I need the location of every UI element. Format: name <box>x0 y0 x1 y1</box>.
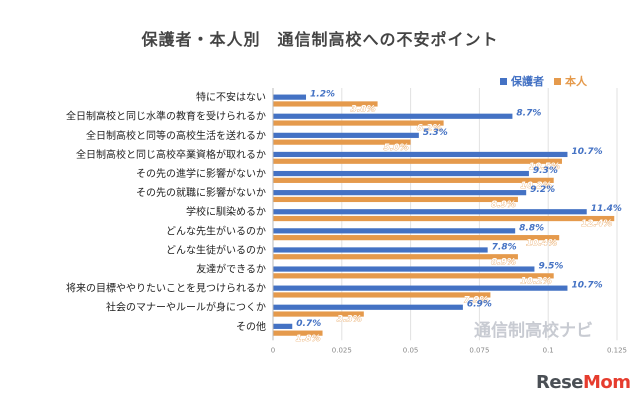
data-label-student: 5.0% <box>384 143 409 153</box>
data-label-guardian: 7.8% <box>492 242 517 252</box>
data-label-student: 3.3% <box>337 315 362 325</box>
data-label-guardian: 9.3% <box>533 166 558 176</box>
data-label-guardian: 5.3% <box>423 128 448 138</box>
data-label-guardian: 1.2% <box>310 90 335 100</box>
legend-swatch-student <box>554 78 561 85</box>
category-label: 全日制高校と同じ高校卒業資格が取れるか <box>76 148 266 161</box>
bar-student <box>273 330 323 336</box>
category-label: 社会のマナーやルールが身につくか <box>106 301 266 314</box>
data-label-guardian: 9.5% <box>538 261 563 271</box>
bar-guardian <box>273 228 516 234</box>
category-label: その先の進学に影響がないか <box>136 167 266 180</box>
bar-guardian <box>273 247 488 253</box>
data-label-guardian: 11.4% <box>591 204 622 214</box>
resemom-logo: ReseMom <box>536 372 631 393</box>
data-label-guardian: 6.9% <box>467 300 492 310</box>
bar-student <box>273 254 518 260</box>
data-label-student: 1.8% <box>296 334 321 344</box>
category-label: どんな先生がいるのか <box>166 224 266 237</box>
x-tick-label: 0.025 <box>332 346 352 354</box>
bar-student <box>273 273 554 279</box>
category-label: 将来の目標ややりたいことを見つけられるか <box>66 282 266 295</box>
category-label: その他 <box>236 320 266 333</box>
data-label-student: 10.5% <box>529 162 560 172</box>
legend-swatch-guardian <box>500 78 507 85</box>
data-label-guardian: 8.8% <box>519 223 544 233</box>
data-label-guardian: 9.2% <box>530 185 555 195</box>
bar-student <box>273 215 615 222</box>
bar-guardian <box>273 266 535 272</box>
logo-part-rese: Rese <box>536 372 584 393</box>
bar-guardian <box>273 304 463 310</box>
x-tick-label: 0 <box>271 346 275 354</box>
category-label: その先の就職に影響がないか <box>136 186 266 199</box>
bar-student <box>273 158 562 164</box>
data-label-guardian: 10.7% <box>571 147 602 157</box>
x-tick-label: 0.125 <box>607 346 627 354</box>
bar-student <box>273 235 560 241</box>
data-label-guardian: 8.7% <box>516 109 541 119</box>
data-label-student: 6.2% <box>417 124 442 134</box>
bar-guardian <box>273 190 527 196</box>
bar-student <box>273 120 444 126</box>
bar-guardian <box>273 285 568 291</box>
bar-student <box>273 177 554 183</box>
data-label-student: 12.4% <box>581 219 612 229</box>
bar-guardian <box>273 170 529 177</box>
logo-part-mom: Mom <box>583 372 631 393</box>
data-label-student: 7.9% <box>463 296 488 306</box>
bar-student <box>273 101 378 107</box>
bar-student <box>273 292 491 298</box>
x-tick-label: 0.075 <box>469 346 489 354</box>
chart-title: 保護者・本人別 通信制高校への不安ポイント <box>141 30 499 49</box>
bar-guardian <box>273 94 307 100</box>
data-label-student: 3.8% <box>351 105 376 115</box>
category-label: どんな生徒がいるのか <box>166 243 266 256</box>
category-label: 全日制高校と同じ水準の教育を受けられるか <box>66 110 266 123</box>
category-label: 全日制高校と同等の高校生活を送れるか <box>86 129 266 142</box>
bar-guardian <box>273 151 568 158</box>
data-label-student: 10.2% <box>520 276 551 286</box>
bar-guardian <box>273 323 293 329</box>
data-label-guardian: 0.7% <box>296 319 321 329</box>
bar-student <box>273 311 364 317</box>
data-label-student: 10.4% <box>526 238 557 248</box>
data-label-guardian: 10.7% <box>571 281 602 291</box>
data-label-student: 8.9% <box>491 257 516 267</box>
x-tick-label: 0.05 <box>403 346 419 354</box>
data-label-student: 10.2% <box>520 181 551 191</box>
bar-guardian <box>273 209 587 215</box>
legend-label-student: 本人 <box>565 74 588 88</box>
category-label: 友達ができるか <box>196 262 266 275</box>
category-label: 特に不安はない <box>196 91 266 104</box>
category-label: 学校に馴染めるか <box>186 205 266 218</box>
data-label-student: 8.9% <box>491 200 516 210</box>
bar-guardian <box>273 113 513 119</box>
watermark-text: 通信制高校ナビ <box>474 320 593 341</box>
legend-label-guardian: 保護者 <box>510 74 544 88</box>
bar-guardian <box>273 132 419 138</box>
bar-student <box>273 139 411 145</box>
bar-student <box>273 196 518 203</box>
x-tick-label: 0.1 <box>543 346 554 354</box>
